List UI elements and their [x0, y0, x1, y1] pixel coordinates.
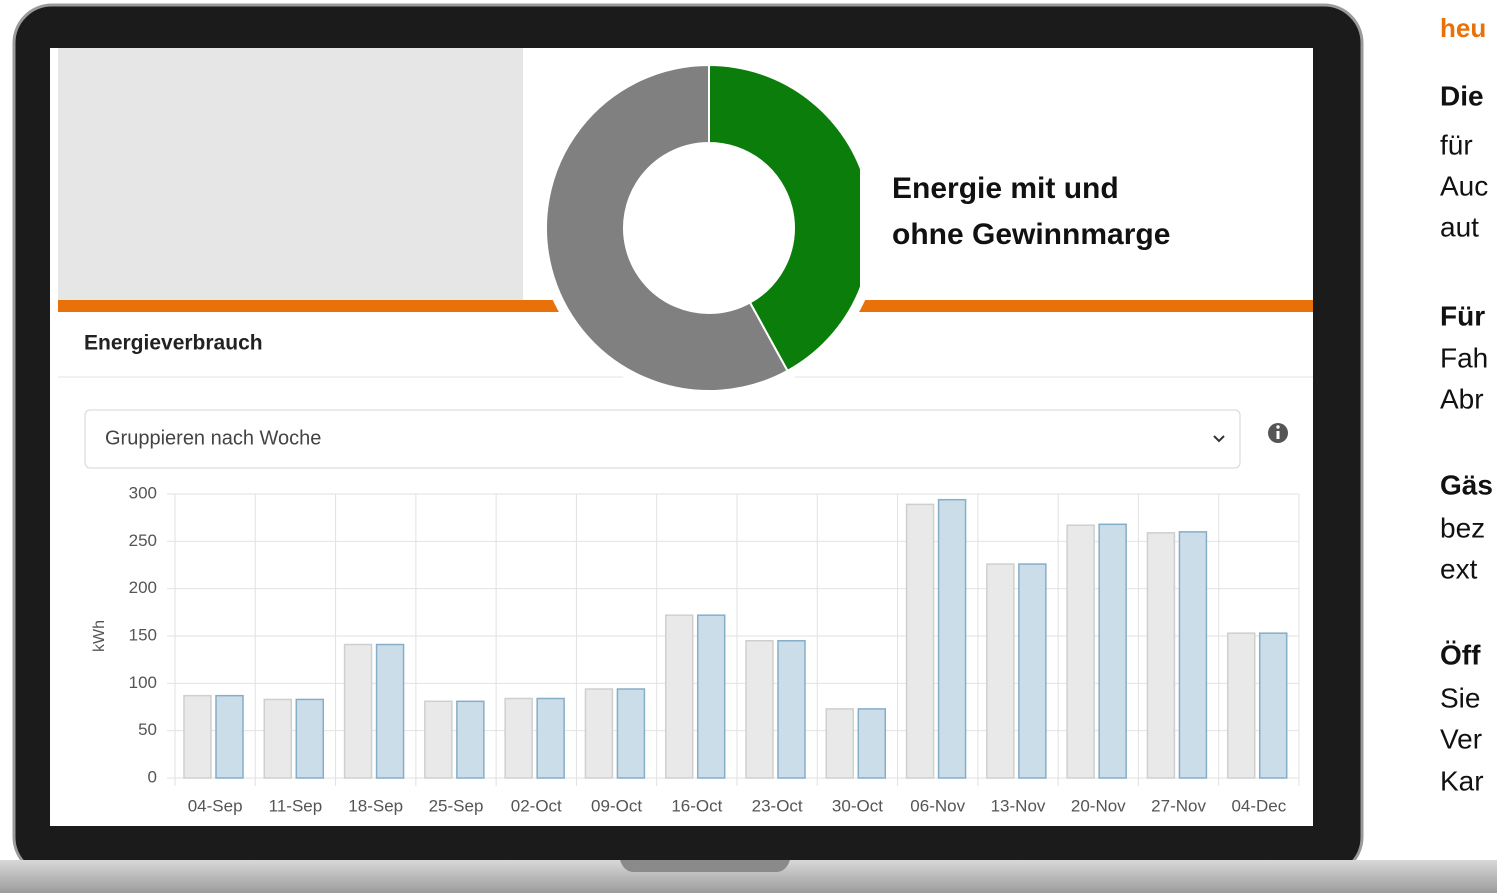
info-icon-dot [1276, 425, 1279, 428]
bar [1228, 633, 1255, 778]
x-tick-label: 27-Nov [1151, 796, 1206, 815]
bar [939, 500, 966, 778]
bar [457, 701, 484, 778]
y-axis-label: kWh [91, 620, 108, 652]
x-tick-label: 11-Sep [269, 796, 323, 815]
side-text: Sie [1440, 682, 1480, 713]
side-text: Fah [1440, 342, 1488, 373]
x-tick-label: 23-Oct [752, 796, 803, 815]
x-tick-label: 18-Sep [348, 796, 403, 815]
bar [987, 564, 1014, 778]
bar [666, 615, 693, 778]
x-tick-label: 16-Oct [671, 796, 722, 815]
side-text: Auc [1440, 170, 1488, 201]
side-text: für [1440, 129, 1473, 160]
laptop-notch [620, 860, 790, 872]
x-tick-label: 02-Oct [511, 796, 562, 815]
side-text: Gäs [1440, 469, 1493, 500]
bar [264, 699, 291, 778]
x-tick-label: 30-Oct [832, 796, 883, 815]
bar [1260, 633, 1287, 778]
select-value: Gruppieren nach Woche [105, 427, 321, 449]
bar [1067, 525, 1094, 778]
bar [537, 698, 564, 778]
placeholder-panel [58, 48, 523, 300]
bar [296, 699, 323, 778]
bar [425, 701, 452, 778]
x-tick-label: 20-Nov [1071, 796, 1126, 815]
donut-label: ohne Gewinnmarge [892, 218, 1170, 251]
x-tick-label: 06-Nov [910, 796, 965, 815]
side-heading: heu [1440, 13, 1486, 43]
bar [216, 696, 243, 778]
y-tick-label: 300 [129, 483, 157, 502]
side-text: Die [1440, 80, 1484, 111]
side-text: ext [1440, 553, 1478, 584]
y-tick-label: 100 [129, 673, 157, 692]
donut-label: Energie mit und [892, 172, 1119, 205]
side-text: aut [1440, 211, 1479, 242]
bar [1099, 524, 1126, 778]
bar [1019, 564, 1046, 778]
side-text: Öff [1440, 639, 1481, 670]
bar [505, 698, 532, 778]
bar [617, 689, 644, 778]
bar [698, 615, 725, 778]
bar [826, 709, 853, 778]
bar [585, 689, 612, 778]
x-tick-label: 04-Sep [188, 796, 243, 815]
y-tick-label: 250 [129, 531, 157, 550]
side-text: Abr [1440, 383, 1484, 414]
side-text: Ver [1440, 723, 1482, 754]
y-tick-label: 0 [148, 767, 157, 786]
bar [184, 696, 211, 778]
side-text: Für [1440, 300, 1485, 331]
y-tick-label: 150 [129, 625, 157, 644]
x-tick-label: 25-Sep [429, 796, 484, 815]
bar [1147, 533, 1174, 778]
bar [345, 645, 372, 778]
side-text: Kar [1440, 765, 1484, 796]
y-tick-label: 200 [129, 578, 157, 597]
info-icon-stem [1277, 431, 1280, 439]
x-tick-label: 09-Oct [591, 796, 642, 815]
side-text: bez [1440, 512, 1485, 543]
page: Energieverbrauch Gruppieren nach Woche E… [0, 0, 1497, 893]
panel-title: Energieverbrauch [84, 332, 263, 355]
bar [858, 709, 885, 778]
x-tick-label: 13-Nov [991, 796, 1046, 815]
y-tick-label: 50 [138, 720, 157, 739]
x-tick-label: 04-Dec [1231, 796, 1286, 815]
bar [1179, 532, 1206, 778]
bar [746, 641, 773, 778]
bar [907, 504, 934, 778]
bar [377, 645, 404, 778]
bar [778, 641, 805, 778]
